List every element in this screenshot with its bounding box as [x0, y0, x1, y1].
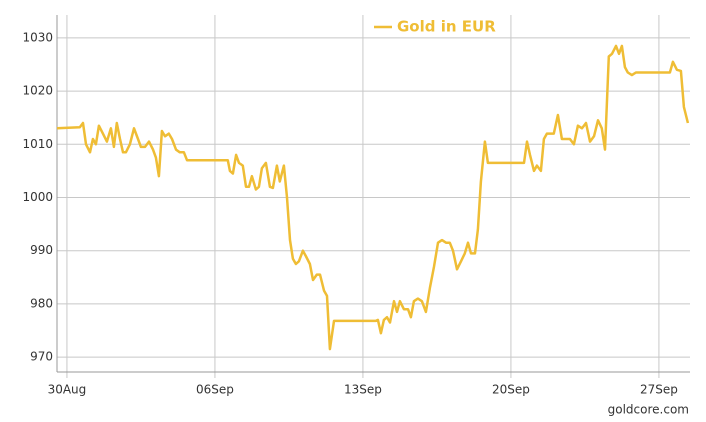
legend-label: Gold in EUR [397, 18, 496, 36]
y-tick-label: 1000 [22, 190, 53, 204]
x-tick-label: 27Sep [640, 383, 678, 397]
x-tick-label: 13Sep [344, 383, 382, 397]
x-tick-label: 20Sep [492, 383, 530, 397]
y-tick-label: 980 [30, 296, 53, 310]
price-line [56, 44, 690, 351]
y-tick-label: 1030 [22, 30, 53, 44]
y-tick-label: 1020 [22, 84, 53, 98]
y-tick-label: 970 [30, 350, 53, 364]
y-tick-label: 1010 [22, 137, 53, 151]
y-tick-label: 990 [30, 243, 53, 257]
source-note: goldcore.com [608, 403, 689, 417]
x-tick-label: 30Aug [48, 383, 87, 397]
x-tick-label: 06Sep [196, 383, 234, 397]
